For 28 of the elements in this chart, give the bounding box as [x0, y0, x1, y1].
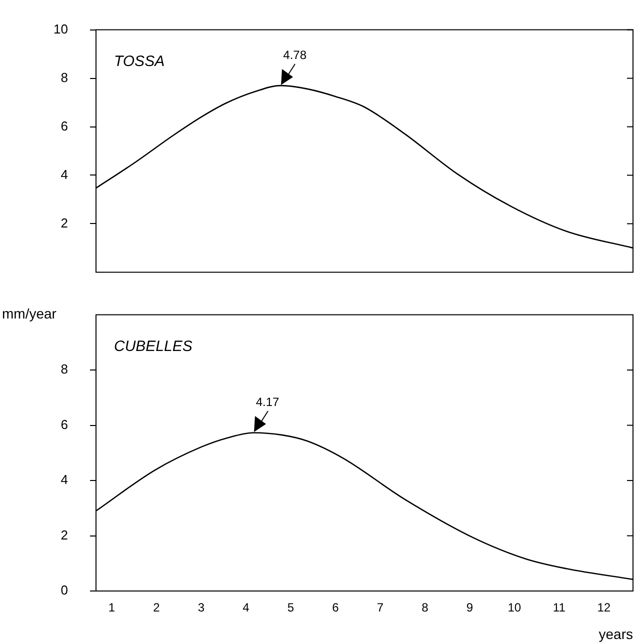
y-tick-label: 4	[60, 166, 68, 182]
y-axis-title: mm/year	[2, 306, 57, 322]
y-tick-label: 8	[60, 70, 68, 85]
x-tick-label: 11	[552, 600, 566, 615]
x-tick-label: 7	[376, 600, 384, 615]
x-tick-label: 5	[287, 600, 294, 615]
x-tick-label: 8	[422, 600, 429, 615]
y-tick-label: 4	[60, 472, 68, 488]
x-tick-label: 4	[242, 600, 250, 615]
annotation: 4.78	[283, 48, 307, 62]
text: CUBELLES	[114, 338, 192, 355]
y-tick-label: 10	[54, 21, 68, 36]
x-tick-label: 12	[597, 600, 611, 615]
x-tick-label: 10	[508, 600, 522, 615]
y-tick-label: 0	[60, 582, 68, 598]
x-tick-label: 9	[466, 600, 474, 615]
y-tick-label: 2	[60, 527, 68, 542]
x-tick-label: 2	[153, 600, 160, 615]
y-tick-label: 2	[60, 215, 68, 230]
annotation: 4.17	[256, 395, 280, 410]
text: TOSSA	[114, 52, 165, 70]
y-tick-label: 8	[60, 362, 68, 377]
y-tick-label: 6	[60, 416, 68, 432]
x-tick-label: 3	[198, 600, 205, 615]
x-axis-title: years	[598, 626, 633, 642]
x-tick-label: 6	[332, 600, 340, 615]
x-tick-label: 1	[108, 600, 116, 615]
y-tick-label: 6	[60, 118, 68, 134]
